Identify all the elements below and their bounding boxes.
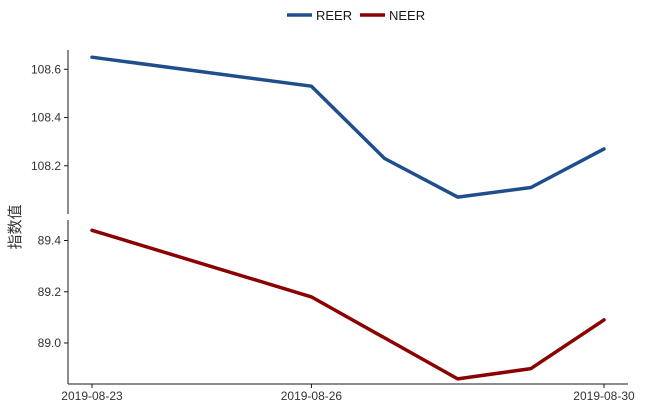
legend-item-reer: REER bbox=[287, 8, 352, 23]
y-tick-label: 108.4 bbox=[31, 111, 61, 125]
series-line-reer bbox=[90, 55, 606, 199]
legend-label-reer: REER bbox=[316, 8, 352, 23]
y-tick-label: 89.2 bbox=[38, 285, 62, 299]
legend-label-neer: NEER bbox=[389, 8, 425, 23]
x-tick-label: 2019-08-23 bbox=[61, 389, 123, 403]
series-line-neer bbox=[90, 228, 606, 381]
x-axis: 2019-08-23 2019-08-26 2019-08-30 bbox=[61, 383, 635, 403]
y-tick-label: 89.0 bbox=[38, 336, 62, 350]
plot-panels: 108.2 108.4 108.6 89.0 89.2 89.4 bbox=[31, 50, 606, 384]
x-tick-label: 2019-08-30 bbox=[573, 389, 635, 403]
panel-2: 89.0 89.2 89.4 bbox=[38, 220, 606, 384]
y-tick-label: 108.2 bbox=[31, 159, 61, 173]
panel-1: 108.2 108.4 108.6 bbox=[31, 50, 606, 214]
x-tick-label: 2019-08-26 bbox=[281, 389, 343, 403]
y-axis-title: 指数值 bbox=[6, 204, 24, 249]
legend: REER NEER bbox=[287, 8, 425, 23]
y-tick-label: 108.6 bbox=[31, 62, 61, 76]
legend-item-neer: NEER bbox=[360, 8, 425, 23]
y-tick-label: 89.4 bbox=[38, 234, 62, 248]
